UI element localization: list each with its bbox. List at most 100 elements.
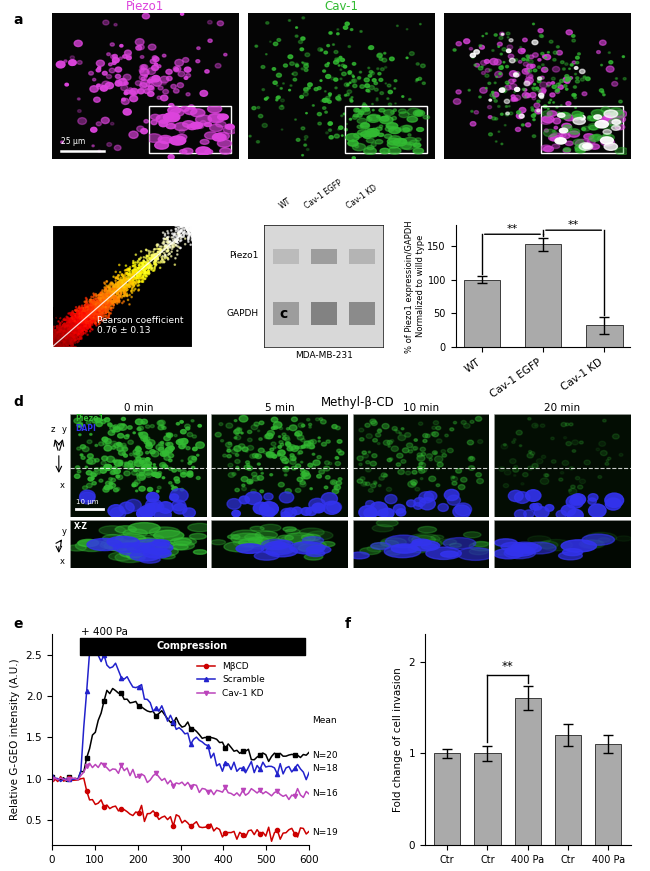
Point — [49, 335, 60, 349]
Circle shape — [235, 460, 240, 463]
Point — [55, 333, 65, 347]
Point — [83, 311, 93, 325]
Point — [118, 280, 129, 294]
Point — [75, 316, 86, 330]
Point — [142, 258, 152, 272]
Point — [54, 332, 64, 346]
Point — [141, 261, 151, 275]
Point — [59, 337, 70, 351]
Point — [87, 314, 98, 328]
Circle shape — [326, 97, 330, 100]
Point — [80, 309, 90, 323]
Point — [55, 336, 65, 350]
Point — [99, 292, 109, 306]
Point — [79, 311, 90, 325]
Point — [138, 261, 149, 275]
Point — [92, 310, 103, 324]
Point — [79, 314, 90, 327]
Point — [61, 338, 72, 352]
Circle shape — [514, 475, 516, 476]
Point — [118, 279, 129, 293]
Point — [83, 300, 93, 314]
Scramble — [88, 643, 96, 653]
Point — [60, 341, 71, 354]
Point — [66, 321, 77, 334]
Point — [75, 321, 86, 334]
Point — [161, 249, 171, 263]
Point — [57, 334, 67, 348]
Point — [59, 324, 70, 338]
Point — [143, 265, 153, 279]
Point — [92, 307, 102, 321]
Point — [62, 312, 72, 326]
Point — [98, 305, 109, 319]
Circle shape — [436, 439, 442, 443]
Point — [47, 340, 58, 354]
Point — [70, 321, 81, 335]
Point — [53, 339, 64, 353]
Circle shape — [366, 434, 372, 438]
Point — [151, 246, 162, 260]
Circle shape — [335, 462, 341, 466]
Point — [83, 311, 93, 325]
Point — [98, 287, 108, 300]
Circle shape — [368, 67, 370, 69]
Circle shape — [609, 61, 613, 64]
Point — [70, 323, 81, 337]
Circle shape — [408, 134, 411, 136]
Point — [136, 270, 147, 284]
Point — [64, 330, 75, 344]
Circle shape — [248, 541, 273, 549]
Circle shape — [139, 75, 147, 80]
Point — [82, 320, 92, 334]
Point — [57, 338, 67, 352]
Circle shape — [183, 472, 185, 474]
Point — [124, 262, 135, 276]
Point — [51, 341, 61, 354]
Circle shape — [192, 466, 195, 469]
Point — [185, 219, 195, 233]
Point — [60, 335, 70, 349]
Point — [107, 286, 117, 300]
Circle shape — [118, 78, 127, 85]
Point — [116, 289, 126, 303]
Point — [96, 294, 107, 307]
Point — [106, 294, 116, 308]
Point — [79, 308, 90, 322]
Circle shape — [572, 449, 576, 452]
Point — [127, 276, 138, 290]
Point — [47, 338, 57, 352]
Circle shape — [370, 419, 376, 424]
Point — [66, 328, 77, 342]
Point — [80, 301, 90, 315]
Point — [177, 219, 187, 233]
Point — [62, 329, 73, 343]
Circle shape — [493, 97, 495, 98]
Point — [47, 339, 57, 353]
Point — [124, 262, 135, 276]
Point — [53, 341, 63, 354]
Circle shape — [136, 451, 142, 456]
Point — [73, 320, 84, 334]
Point — [70, 318, 80, 332]
Point — [98, 289, 108, 303]
Circle shape — [538, 58, 541, 61]
Circle shape — [474, 64, 476, 66]
Point — [122, 283, 133, 297]
Point — [54, 324, 64, 338]
Point — [54, 332, 64, 346]
Point — [68, 329, 79, 343]
Circle shape — [396, 430, 400, 433]
Circle shape — [152, 56, 157, 59]
Point — [101, 306, 111, 320]
Point — [59, 320, 70, 334]
Circle shape — [152, 76, 160, 82]
Point — [58, 325, 69, 339]
Point — [187, 219, 197, 233]
Point — [94, 311, 105, 325]
Point — [73, 314, 84, 327]
Point — [51, 341, 62, 354]
Point — [66, 328, 77, 342]
Circle shape — [380, 68, 384, 71]
Circle shape — [453, 98, 461, 105]
